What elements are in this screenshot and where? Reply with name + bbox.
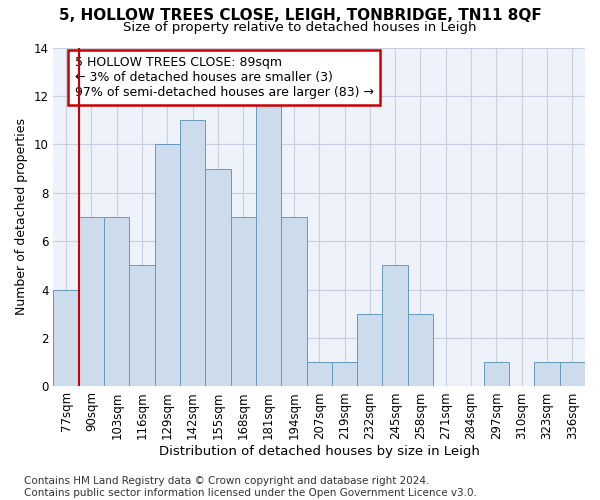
Y-axis label: Number of detached properties: Number of detached properties — [15, 118, 28, 316]
Bar — [256, 96, 281, 386]
Bar — [357, 314, 382, 386]
Bar — [155, 144, 180, 386]
Bar — [560, 362, 585, 386]
Bar — [332, 362, 357, 386]
Bar — [180, 120, 205, 386]
Bar — [307, 362, 332, 386]
Bar — [53, 290, 79, 386]
Bar — [484, 362, 509, 386]
Text: Size of property relative to detached houses in Leigh: Size of property relative to detached ho… — [123, 21, 477, 34]
Text: 5 HOLLOW TREES CLOSE: 89sqm
← 3% of detached houses are smaller (3)
97% of semi-: 5 HOLLOW TREES CLOSE: 89sqm ← 3% of deta… — [74, 56, 374, 99]
Bar — [130, 266, 155, 386]
Bar — [281, 217, 307, 386]
Text: 5, HOLLOW TREES CLOSE, LEIGH, TONBRIDGE, TN11 8QF: 5, HOLLOW TREES CLOSE, LEIGH, TONBRIDGE,… — [59, 8, 541, 22]
Bar — [230, 217, 256, 386]
Bar — [104, 217, 130, 386]
Bar — [79, 217, 104, 386]
X-axis label: Distribution of detached houses by size in Leigh: Distribution of detached houses by size … — [159, 444, 479, 458]
Bar — [205, 168, 230, 386]
Bar — [408, 314, 433, 386]
Bar — [382, 266, 408, 386]
Bar — [535, 362, 560, 386]
Text: Contains HM Land Registry data © Crown copyright and database right 2024.
Contai: Contains HM Land Registry data © Crown c… — [24, 476, 477, 498]
